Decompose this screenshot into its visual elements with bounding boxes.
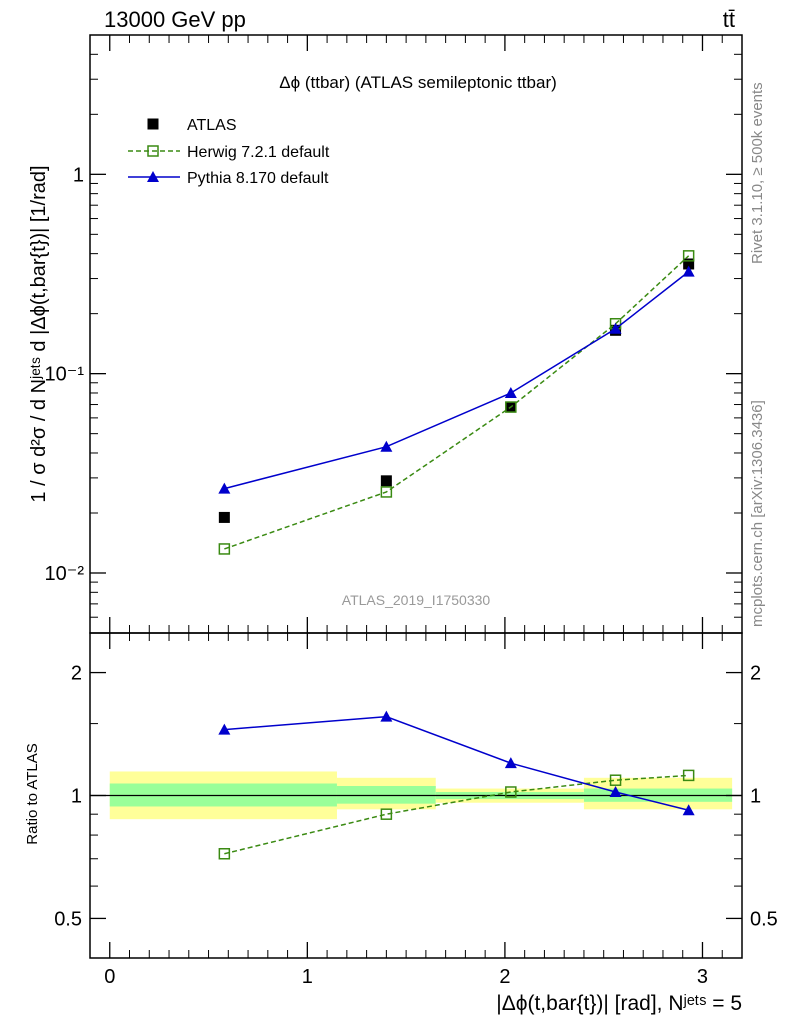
ratio-x-tick-label: 3	[697, 966, 708, 988]
data-point	[380, 486, 393, 498]
ratio-data-point	[504, 757, 517, 769]
main-title: Δϕ (ttbar) (ATLAS semileptonic ttbar)	[279, 73, 557, 92]
main-ylabel: 1 / σ d²σ / d Nʲᵉᵗˢ d |Δϕ(t,bar{t})| [1/…	[28, 165, 50, 502]
legend-label: ATLAS	[187, 117, 237, 134]
legend-label: Pythia 8.170 default	[187, 170, 329, 187]
ratio-data-point	[218, 848, 231, 860]
main-panel: 10⁻² 10⁻¹ 1 Δϕ (ttbar) (ATLAS semileptonic…	[28, 34, 743, 634]
ratio-data-point	[682, 769, 695, 782]
main-y-tick-label: 10⁻²	[45, 563, 85, 585]
ratio-y-tick-label-left: 0.5	[54, 908, 82, 930]
uncertainty-band-inner	[336, 786, 436, 804]
data-point	[218, 511, 230, 523]
main-watermark: ATLAS_2019_I1750330	[342, 592, 491, 608]
data-point	[380, 475, 392, 487]
ratio-ylabel: Ratio to ATLAS	[24, 743, 41, 844]
ratio-y-tick-label-right: 2	[750, 663, 761, 685]
ratio-marks	[218, 710, 695, 860]
ratio-data-point	[505, 786, 517, 798]
data-point	[609, 322, 622, 334]
data-point	[380, 440, 393, 452]
data-point	[505, 401, 517, 413]
legend-marker	[147, 145, 159, 157]
ratio-data-point	[609, 785, 622, 797]
ratio-y-tick-label-left: 2	[71, 663, 82, 685]
data-point	[682, 265, 695, 277]
data-point	[218, 482, 231, 494]
data-point	[218, 543, 231, 555]
main-marks	[218, 250, 695, 555]
ratio-axes: 0.5 0.5 1 1 2 2 0 1 2 3	[54, 633, 778, 988]
ratio-data-point	[682, 804, 695, 816]
ratio-data-point	[380, 710, 393, 722]
main-y-tick-label: 10⁻¹	[45, 364, 85, 386]
data-point	[683, 258, 695, 270]
main-y-tick-label: 1	[73, 164, 84, 186]
main-axes: 10⁻² 10⁻¹ 1	[45, 35, 743, 633]
legend-marker	[147, 171, 159, 182]
ratio-x-tick-label: 0	[104, 966, 115, 988]
series-line	[224, 271, 690, 490]
ratio-x-tick-label: 2	[499, 966, 510, 988]
ratio-xlabel: |Δϕ(t,bar{t})| [rad], Nʲᵉᵗˢ = 5	[496, 992, 742, 1015]
ratio-data-point	[609, 774, 622, 786]
rivet-label: Rivet 3.1.10, ≥ 500k events	[749, 82, 766, 264]
ratio-data-point	[380, 808, 393, 820]
data-point	[682, 250, 695, 262]
legend-label: Herwig 7.2.1 default	[187, 144, 330, 161]
ratio-y-tick-label-left: 1	[71, 786, 82, 808]
data-point	[504, 386, 517, 398]
ratio-x-tick-label: 1	[302, 966, 313, 988]
ratio-bands	[90, 771, 742, 820]
energy-label: 13000 GeV pp	[104, 7, 246, 32]
ratio-y-tick-label-right: 0.5	[750, 908, 778, 930]
legend: ATLAS Herwig 7.2.1 default Pythia 8.170 de…	[128, 117, 330, 187]
ratio-y-tick-label-right: 1	[750, 786, 761, 808]
legend-marker	[147, 118, 159, 130]
ratio-data-point	[218, 723, 231, 735]
series-line	[224, 255, 690, 550]
process-label: tt̄	[723, 7, 735, 32]
ratio-panel: 0.5 0.5 1 1 2 2 0 1 2 3 Ratio to ATLAS |Δϕ(t,bar{…	[24, 632, 778, 1015]
mcplots-label: mcplots.cern.ch [arXiv:1306.3436]	[749, 400, 766, 627]
